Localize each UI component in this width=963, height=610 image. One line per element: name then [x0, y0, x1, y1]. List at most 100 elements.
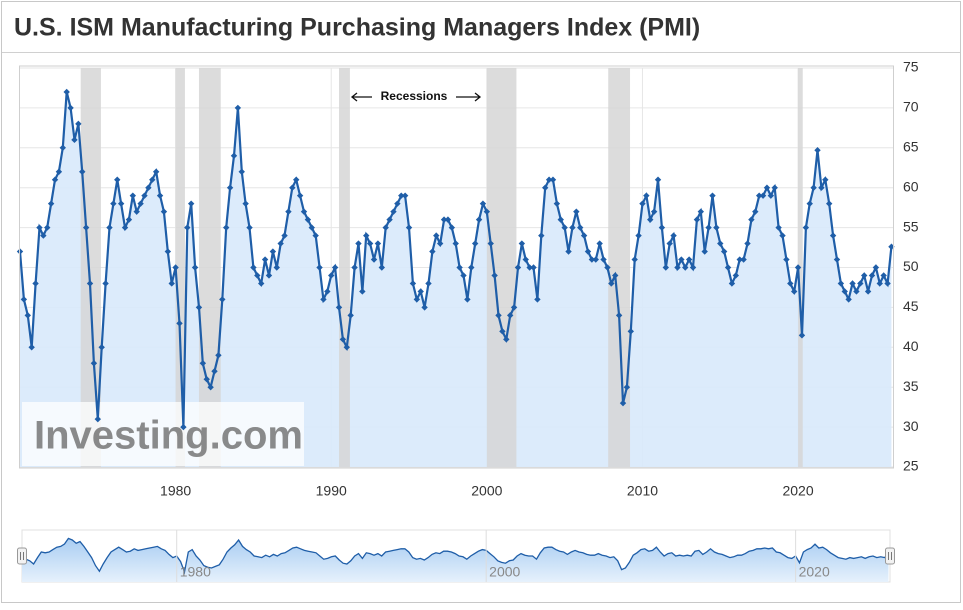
point: [281, 232, 288, 239]
point: [818, 184, 825, 191]
point: [635, 232, 642, 239]
point: [732, 272, 740, 279]
point: [417, 288, 424, 295]
point: [184, 224, 191, 231]
point: [172, 264, 179, 271]
point: [876, 280, 883, 287]
point: [833, 256, 841, 263]
point: [429, 248, 436, 255]
point: [748, 216, 755, 223]
recession-band: [80, 68, 101, 467]
point: [156, 192, 164, 199]
recession-band: [339, 68, 350, 467]
point: [102, 280, 109, 287]
point: [471, 240, 479, 247]
point: [366, 240, 374, 247]
point: [444, 216, 452, 223]
point: [479, 200, 487, 207]
plot-border: [19, 65, 894, 469]
point: [137, 200, 144, 207]
point: [324, 288, 331, 295]
chart-title: U.S. ISM Manufacturing Purchasing Manage…: [14, 14, 700, 42]
point: [530, 264, 537, 271]
point: [351, 264, 358, 271]
y-tick-label: 25: [903, 458, 919, 474]
point: [872, 264, 880, 271]
point: [514, 264, 522, 271]
navigator-handle[interactable]: [885, 547, 895, 565]
point: [413, 296, 421, 303]
point: [211, 368, 218, 375]
point: [67, 104, 74, 112]
point: [261, 256, 269, 263]
point: [689, 264, 697, 271]
point: [518, 240, 526, 247]
point: [180, 423, 187, 431]
point: [254, 272, 261, 279]
y-tick-label: 45: [903, 298, 919, 314]
point: [783, 256, 790, 263]
point: [596, 240, 603, 247]
navigator-tick-label: 1980: [180, 564, 211, 580]
point: [639, 200, 646, 207]
point: [720, 248, 728, 255]
point: [701, 248, 708, 255]
point: [203, 376, 210, 383]
point: [141, 192, 148, 199]
point: [627, 328, 634, 335]
point: [849, 280, 856, 287]
point: [736, 256, 743, 263]
point: [678, 256, 685, 263]
point: [464, 296, 471, 303]
point: [238, 168, 245, 175]
point: [794, 264, 802, 271]
x-tick-label: 1980: [160, 483, 191, 499]
area: [20, 91, 892, 468]
navigator-tick-label: 2020: [799, 564, 830, 580]
point: [857, 280, 864, 287]
point: [506, 312, 514, 319]
watermark-bg: [22, 402, 304, 466]
point: [106, 224, 113, 231]
point: [510, 304, 518, 311]
point: [868, 272, 876, 279]
point: [343, 344, 350, 351]
point: [339, 336, 347, 343]
point: [584, 248, 592, 255]
point: [359, 288, 366, 295]
point: [670, 232, 677, 239]
point: [82, 224, 90, 231]
point: [608, 280, 615, 287]
point: [767, 192, 775, 199]
point: [483, 208, 491, 215]
navigator: 1980 2000 2020: [17, 529, 895, 583]
point: [775, 224, 782, 231]
point: [409, 280, 417, 287]
point: [258, 280, 265, 287]
point: [549, 176, 557, 183]
point: [806, 200, 813, 207]
point: [20, 296, 28, 303]
point: [94, 415, 102, 423]
point: [164, 248, 172, 255]
point: [825, 200, 833, 207]
point: [320, 296, 327, 303]
y-tick-label: 30: [903, 418, 919, 434]
point: [561, 224, 568, 231]
point: [199, 360, 207, 367]
point: [468, 264, 475, 271]
y-tick-label: 35: [903, 378, 919, 394]
point: [650, 208, 658, 215]
annotation-arrow: [350, 92, 482, 102]
point: [802, 224, 810, 231]
navigator-handle[interactable]: [17, 547, 27, 565]
point: [662, 264, 670, 271]
point: [63, 88, 70, 96]
point: [615, 312, 623, 319]
point: [538, 232, 545, 239]
point: [187, 200, 195, 207]
point: [503, 336, 510, 343]
point: [304, 216, 312, 223]
point: [374, 240, 382, 247]
